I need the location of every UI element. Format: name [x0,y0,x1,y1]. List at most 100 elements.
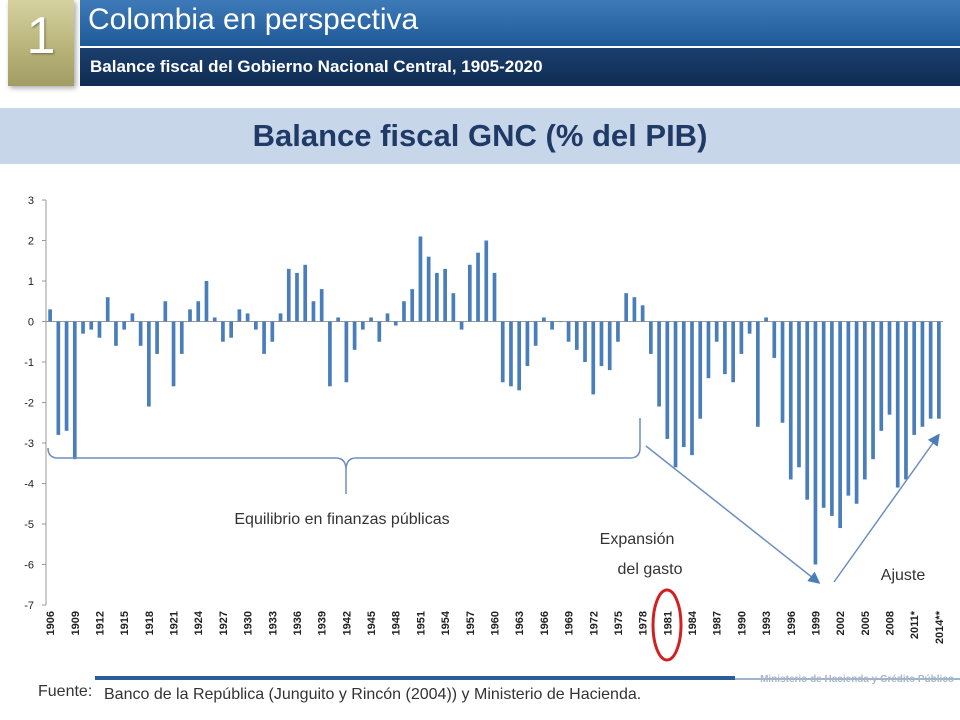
bar-1937 [303,264,308,322]
bar-2011* [912,321,917,435]
bar-1964 [525,321,530,367]
adjustment-arrow [833,433,940,583]
bar-1956 [459,321,464,330]
bar-1988 [723,321,727,375]
bar-1960 [492,272,497,322]
bar-1969 [566,321,571,342]
bar-1916 [130,313,135,322]
y-tick-label: 1 [28,276,34,288]
bar-1959 [484,240,489,322]
bar-2000 [821,321,826,508]
bar-1915 [122,321,127,330]
y-tick-labels: 3 2 1 0 -1 -2 -3 -4 -5 -6 -7 [24,195,46,612]
equilibrium-label: Equilibrio en finanzas públicas [234,511,449,528]
bar-1967 [550,321,554,330]
x-tick-label: 1960 [490,611,502,635]
bar-1906 [48,309,52,322]
y-tick-label: -3 [24,438,34,450]
x-tick-label: 1981 [662,611,674,635]
bar-1946 [377,321,382,342]
bar-1940 [328,321,332,387]
bar-1921 [171,321,176,387]
bar-1919 [155,321,159,354]
source-text: Banco de la República (Junguito y Rincón… [104,686,642,703]
y-tick-label: -7 [24,600,34,612]
bar-2012 [920,321,925,427]
bar-1917 [138,321,143,346]
footer-rule [95,676,735,680]
bar-2005 [862,321,867,480]
bar-1961 [500,321,505,383]
x-tick-label: 1987 [712,611,724,635]
bar-1938 [311,301,316,322]
bar-1997 [797,321,801,468]
bar-1952 [426,256,431,322]
bar-1926 [212,317,217,322]
bar-1999 [813,321,818,565]
bar-1949 [402,301,406,322]
bar-2008 [887,321,892,415]
bar-1912 [97,321,102,338]
bar-1930 [245,313,250,322]
bar-2002 [838,321,842,529]
slide-number: 1 [26,7,56,65]
x-tick-label: 1984 [687,610,699,635]
bar-2007 [879,321,884,431]
bar-1947 [385,313,390,322]
x-tick-label: 1975 [613,611,625,635]
bar-1935 [286,268,291,322]
y-tick-label: -2 [24,398,34,410]
bar-1923 [188,309,192,322]
y-tick-label: 3 [28,195,34,207]
bar-1984 [690,321,694,456]
header-subtitle-bar: Balance fiscal del Gobierno Nacional Cen… [80,48,960,86]
highlight-circle-1981 [651,588,683,662]
bar-1982 [673,321,678,468]
x-tick-label: 2002 [835,611,847,635]
bar-1977 [632,297,637,322]
x-tick-label: 1999 [810,611,822,635]
ministry-logo-text: Ministerio de Hacienda y Crédito Público [760,674,954,685]
bar-1924 [196,301,201,322]
bar-1981 [665,321,670,439]
bar-1973 [599,321,604,367]
x-tick-label: 1942 [341,611,353,635]
x-tick-label: 1972 [588,611,600,635]
header-bar: Colombia en perspectiva [80,0,960,46]
y-tick-label: -6 [24,560,34,572]
chart-title: Balance fiscal GNC (% del PIB) [252,118,708,153]
bar-1918 [147,321,151,407]
y-tick-label: -4 [24,479,34,491]
x-tick-label: 1933 [267,611,279,635]
x-tick-label: 1915 [119,611,131,635]
bar-1928 [229,321,234,338]
bar-1931 [254,321,258,330]
bar-1925 [204,281,209,322]
bar-1995 [780,321,785,423]
bar-1998 [805,321,810,500]
bar-1943 [352,321,357,350]
bar-2006 [871,321,875,460]
bar-1996 [788,321,793,480]
bar-1911 [89,321,94,330]
bar-2013 [928,321,933,419]
bar-1927 [221,321,225,342]
bar-1975 [616,321,620,342]
bar-1990 [739,321,744,354]
expansion-arrow [645,445,821,584]
bar-1933 [270,321,275,342]
bar-2009 [895,321,900,488]
y-tick-label: 0 [28,317,34,329]
x-tick-label: 1909 [70,611,82,635]
chart-annotations: Equilibrio en finanzas públicas Expansió… [47,418,940,662]
bar-1945 [369,317,373,322]
bar-1993 [764,317,768,322]
x-tick-label: 1927 [218,611,230,635]
bar-1978 [640,305,645,322]
bar-1965 [533,321,538,346]
x-tick-label: 2008 [885,611,897,635]
x-tick-label: 1978 [638,611,650,635]
x-tick-label: 2011* [909,610,921,639]
bar-1953 [435,272,439,322]
bar-1980 [657,321,661,407]
